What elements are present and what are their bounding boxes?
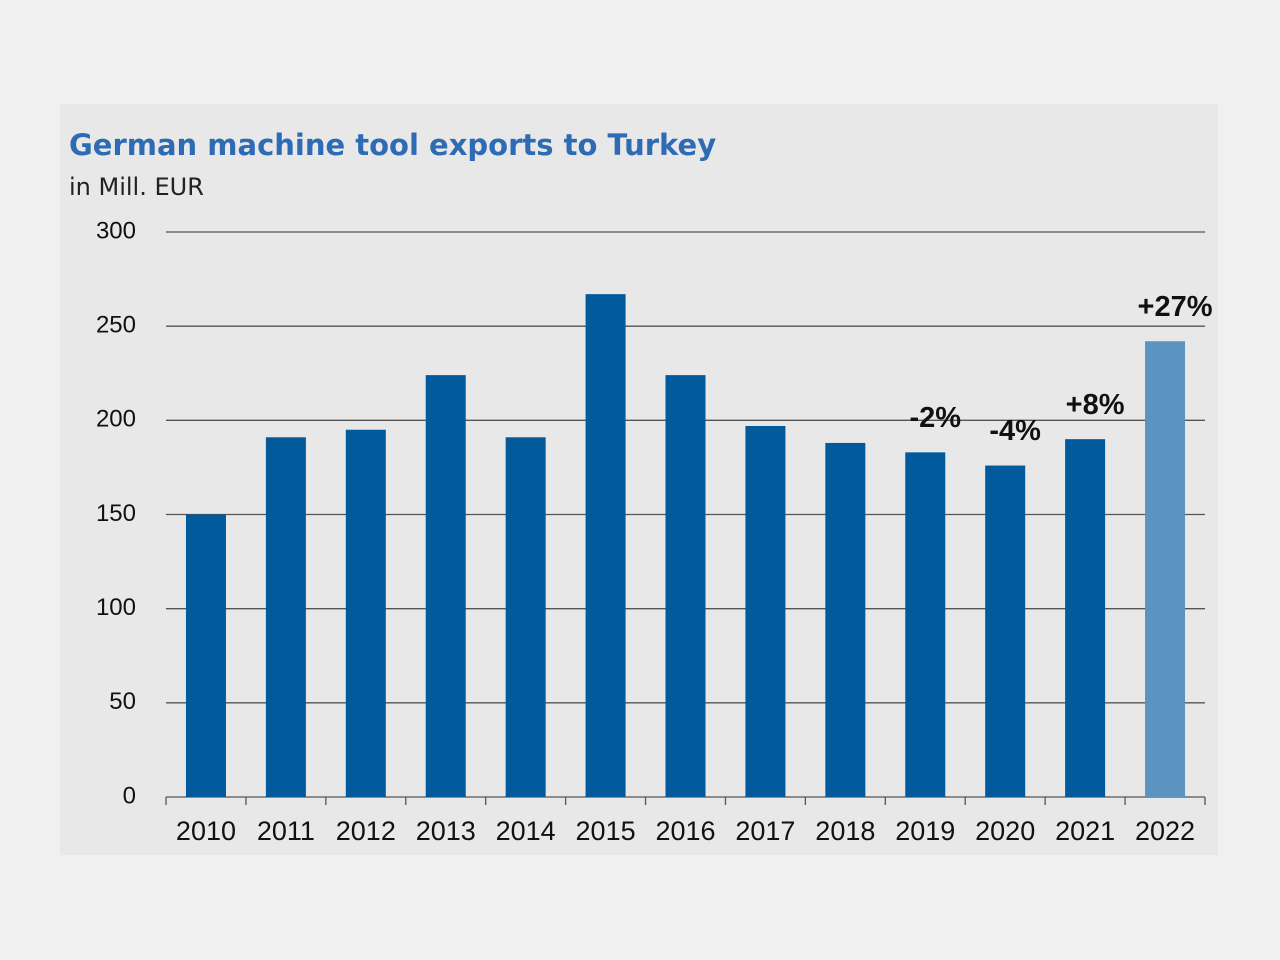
chart-title: German machine tool exports to Turkey: [69, 128, 716, 162]
chart-subtitle: in Mill. EUR: [69, 173, 204, 201]
bar: [745, 425, 786, 797]
bar: [425, 375, 466, 797]
y-tick-label: 0: [123, 782, 136, 809]
bar: [905, 452, 946, 797]
y-tick-label: 300: [96, 217, 136, 244]
y-tick-label: 250: [96, 312, 136, 339]
bar: [185, 514, 226, 797]
x-tick-label: 2011: [257, 816, 315, 846]
x-tick-label: 2017: [735, 816, 795, 846]
bar: [1065, 439, 1106, 797]
bar: [265, 437, 306, 797]
x-tick-label: 2012: [336, 816, 396, 846]
bar: [985, 465, 1026, 797]
x-tick-label: 2020: [975, 816, 1035, 846]
x-tick-label: 2022: [1135, 816, 1195, 846]
y-tick-label: 150: [96, 500, 136, 527]
annotation: -2%: [909, 402, 961, 434]
annotation: +27%: [1138, 291, 1213, 323]
y-tick-label: 50: [109, 688, 136, 715]
x-tick-label: 2018: [815, 816, 875, 846]
bar: [505, 437, 546, 797]
x-tick-label: 2013: [416, 816, 476, 846]
x-tick-label: 2014: [496, 816, 556, 846]
x-tick-label: 2015: [576, 816, 636, 846]
y-tick-label: 100: [96, 594, 136, 621]
x-tick-label: 2021: [1055, 816, 1115, 846]
x-tick-label: 2016: [655, 816, 715, 846]
bar: [345, 429, 386, 797]
bar: [1145, 341, 1186, 797]
annotation: +8%: [1066, 389, 1125, 421]
bar: [825, 442, 866, 797]
y-tick-label: 200: [96, 406, 136, 433]
bar: [665, 375, 706, 797]
x-tick-label: 2019: [895, 816, 955, 846]
chart-panel: [60, 104, 1218, 855]
annotation: -4%: [989, 415, 1041, 447]
bar: [585, 294, 626, 797]
x-tick-label: 2010: [176, 816, 236, 846]
